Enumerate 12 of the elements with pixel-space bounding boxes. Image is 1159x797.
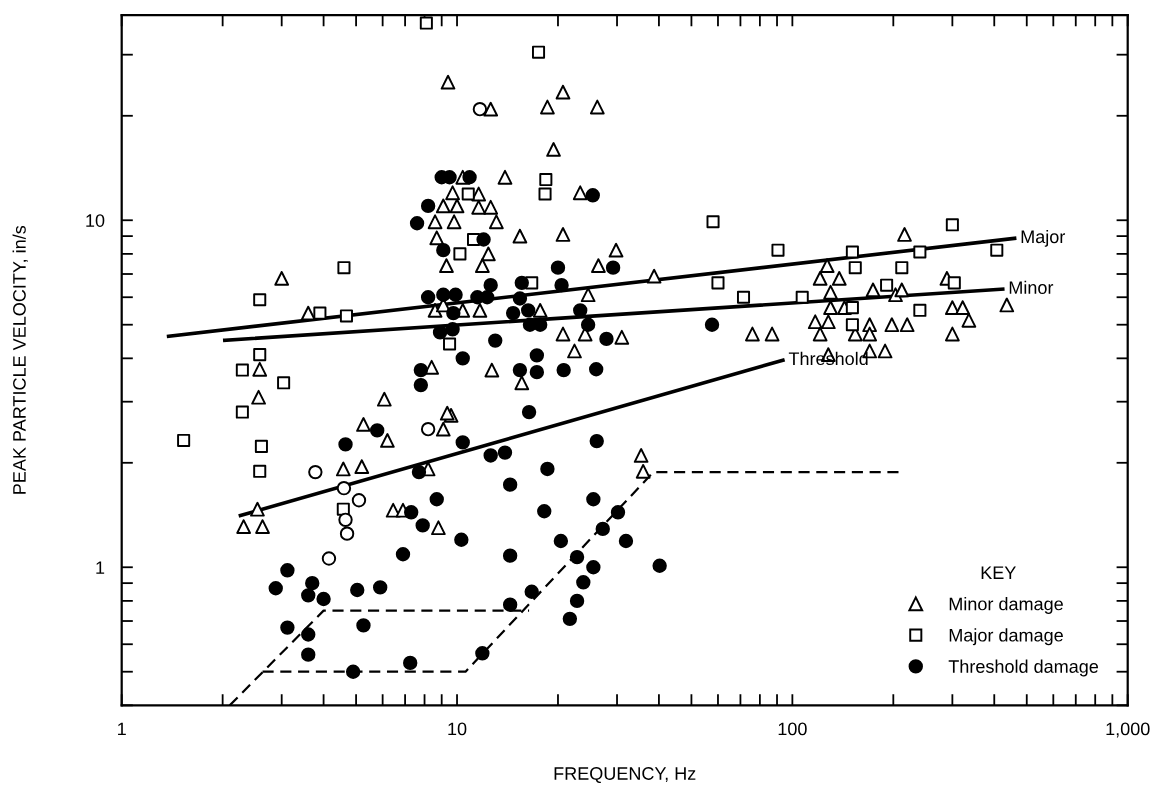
series-label: Minor <box>1009 280 1054 295</box>
series-label: Major <box>1021 229 1066 247</box>
y-axis-title: PEAK PARTICLE VELOCITY, in/s <box>12 225 28 494</box>
x-axis-title: FREQUENCY, Hz <box>554 767 696 784</box>
x-tick-label: 1,000 <box>1106 722 1150 738</box>
x-tick-label: 1 <box>118 722 126 736</box>
legend-title: KEY <box>981 566 1016 579</box>
legend-label: Threshold damage <box>948 659 1099 677</box>
legend-label: Minor damage <box>949 597 1063 614</box>
legend-label: Major damage <box>949 628 1063 646</box>
x-tick-label: 10 <box>448 722 467 736</box>
x-tick-label: 100 <box>778 722 807 736</box>
